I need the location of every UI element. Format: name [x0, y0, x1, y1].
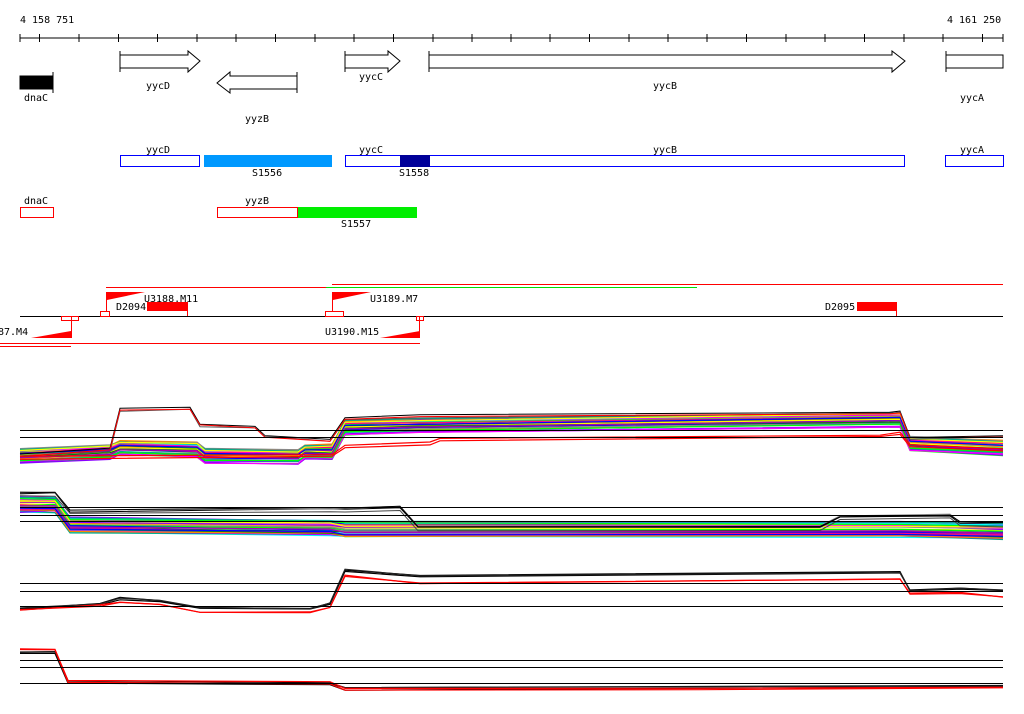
- gene-label: yyzB: [245, 114, 269, 125]
- expression-trace: [19, 496, 1004, 525]
- expression-trace: [19, 418, 1004, 458]
- feature-yycA[interactable]: [945, 155, 1004, 167]
- expression-trace: [19, 570, 1004, 611]
- expression-trace: [19, 505, 1004, 534]
- gene-yycB[interactable]: yycB: [428, 49, 906, 92]
- segment-U3187[interactable]: 87.M4: [0, 316, 79, 338]
- expression-panel-plus-selected: [19, 568, 1004, 614]
- coordinate-ruler: 4 158 751 4 161 250: [19, 15, 1004, 42]
- gene-track: dnaC yycD yyzB yycC yycB yycA: [19, 49, 1004, 125]
- expression-trace: [19, 500, 1004, 528]
- segment-D2095[interactable]: D2095: [825, 302, 897, 316]
- ruler-start-label: 4 158 751: [20, 15, 74, 26]
- label-S1558: S1558: [399, 168, 429, 179]
- expression-trace: [19, 408, 1004, 457]
- ruler-end-label: 4 161 250: [947, 15, 1001, 26]
- feature-yyzB[interactable]: [217, 207, 298, 218]
- expression-trace: [19, 426, 1004, 465]
- feature-S1558[interactable]: [400, 155, 430, 167]
- expression-trace: [19, 431, 1004, 457]
- label-dnaC: dnaC: [24, 196, 48, 207]
- segment-U3189[interactable]: U3189.M7: [325, 292, 419, 317]
- feature-S1557[interactable]: [298, 207, 417, 218]
- segment-U3190[interactable]: U3190.M15: [325, 316, 424, 338]
- segmentation-track: U3188.M11 D2094 U3189.M7 D2095 87.M4: [0, 284, 1003, 347]
- expression-trace: [19, 574, 1004, 614]
- gene-label: yycD: [146, 81, 170, 92]
- gene-yycD[interactable]: yycD: [119, 49, 201, 92]
- segment-label: D2095: [825, 302, 855, 313]
- segment-U3188[interactable]: U3188.M11: [100, 292, 199, 317]
- minus-strand-track: dnaC yyzB S1557: [20, 196, 417, 230]
- expression-trace: [19, 416, 1004, 456]
- gene-label: yycC: [359, 72, 383, 83]
- expression-trace: [19, 568, 1004, 610]
- segment-label: D2094: [116, 302, 146, 313]
- gene-yycC[interactable]: yycC: [344, 49, 401, 83]
- segment-D2094[interactable]: D2094: [116, 302, 188, 316]
- expression-panel-plus-all: [19, 406, 1004, 465]
- expression-trace: [19, 507, 1004, 537]
- feature-dnaC[interactable]: [20, 207, 54, 218]
- gene-yyzB[interactable]: yyzB: [216, 70, 298, 125]
- label-S1556: S1556: [252, 168, 282, 179]
- expression-trace: [19, 420, 1004, 460]
- plus-strand-track: yycD S1556 yycC S1558 yycB yycA: [120, 145, 1004, 179]
- gene-label: yycB: [653, 81, 677, 92]
- expression-trace: [19, 575, 1004, 613]
- gene-dnaC[interactable]: dnaC: [19, 72, 54, 104]
- label-yyzB: yyzB: [245, 196, 269, 207]
- expression-trace: [19, 651, 1004, 689]
- feature-S1556[interactable]: [204, 155, 332, 167]
- gene-label: yycA: [960, 93, 984, 104]
- label-yycB: yycB: [653, 145, 677, 156]
- expression-trace: [19, 433, 1004, 460]
- label-yycD: yycD: [146, 145, 170, 156]
- label-yycC: yycC: [359, 145, 383, 156]
- feature-yycC-yycB[interactable]: [345, 155, 905, 167]
- expression-trace: [19, 492, 1004, 528]
- gene-label: dnaC: [24, 93, 48, 104]
- expression-panel-minus-all: [19, 491, 1004, 541]
- segment-label: 87.M4: [0, 327, 28, 338]
- gene-yycA[interactable]: yycA: [945, 51, 1004, 104]
- label-S1557: S1557: [341, 219, 371, 230]
- segment-label: U3188.M11: [144, 294, 198, 305]
- expression-trace: [20, 652, 1004, 691]
- segment-label: U3190.M15: [325, 327, 379, 338]
- expression-trace: [19, 408, 1004, 457]
- expression-trace: [19, 495, 1004, 532]
- expression-trace: [20, 509, 1004, 536]
- label-yycA: yycA: [960, 145, 984, 156]
- feature-yycD[interactable]: [120, 155, 200, 167]
- expression-panel-minus-selected: [19, 648, 1004, 691]
- segment-label: U3189.M7: [370, 294, 418, 305]
